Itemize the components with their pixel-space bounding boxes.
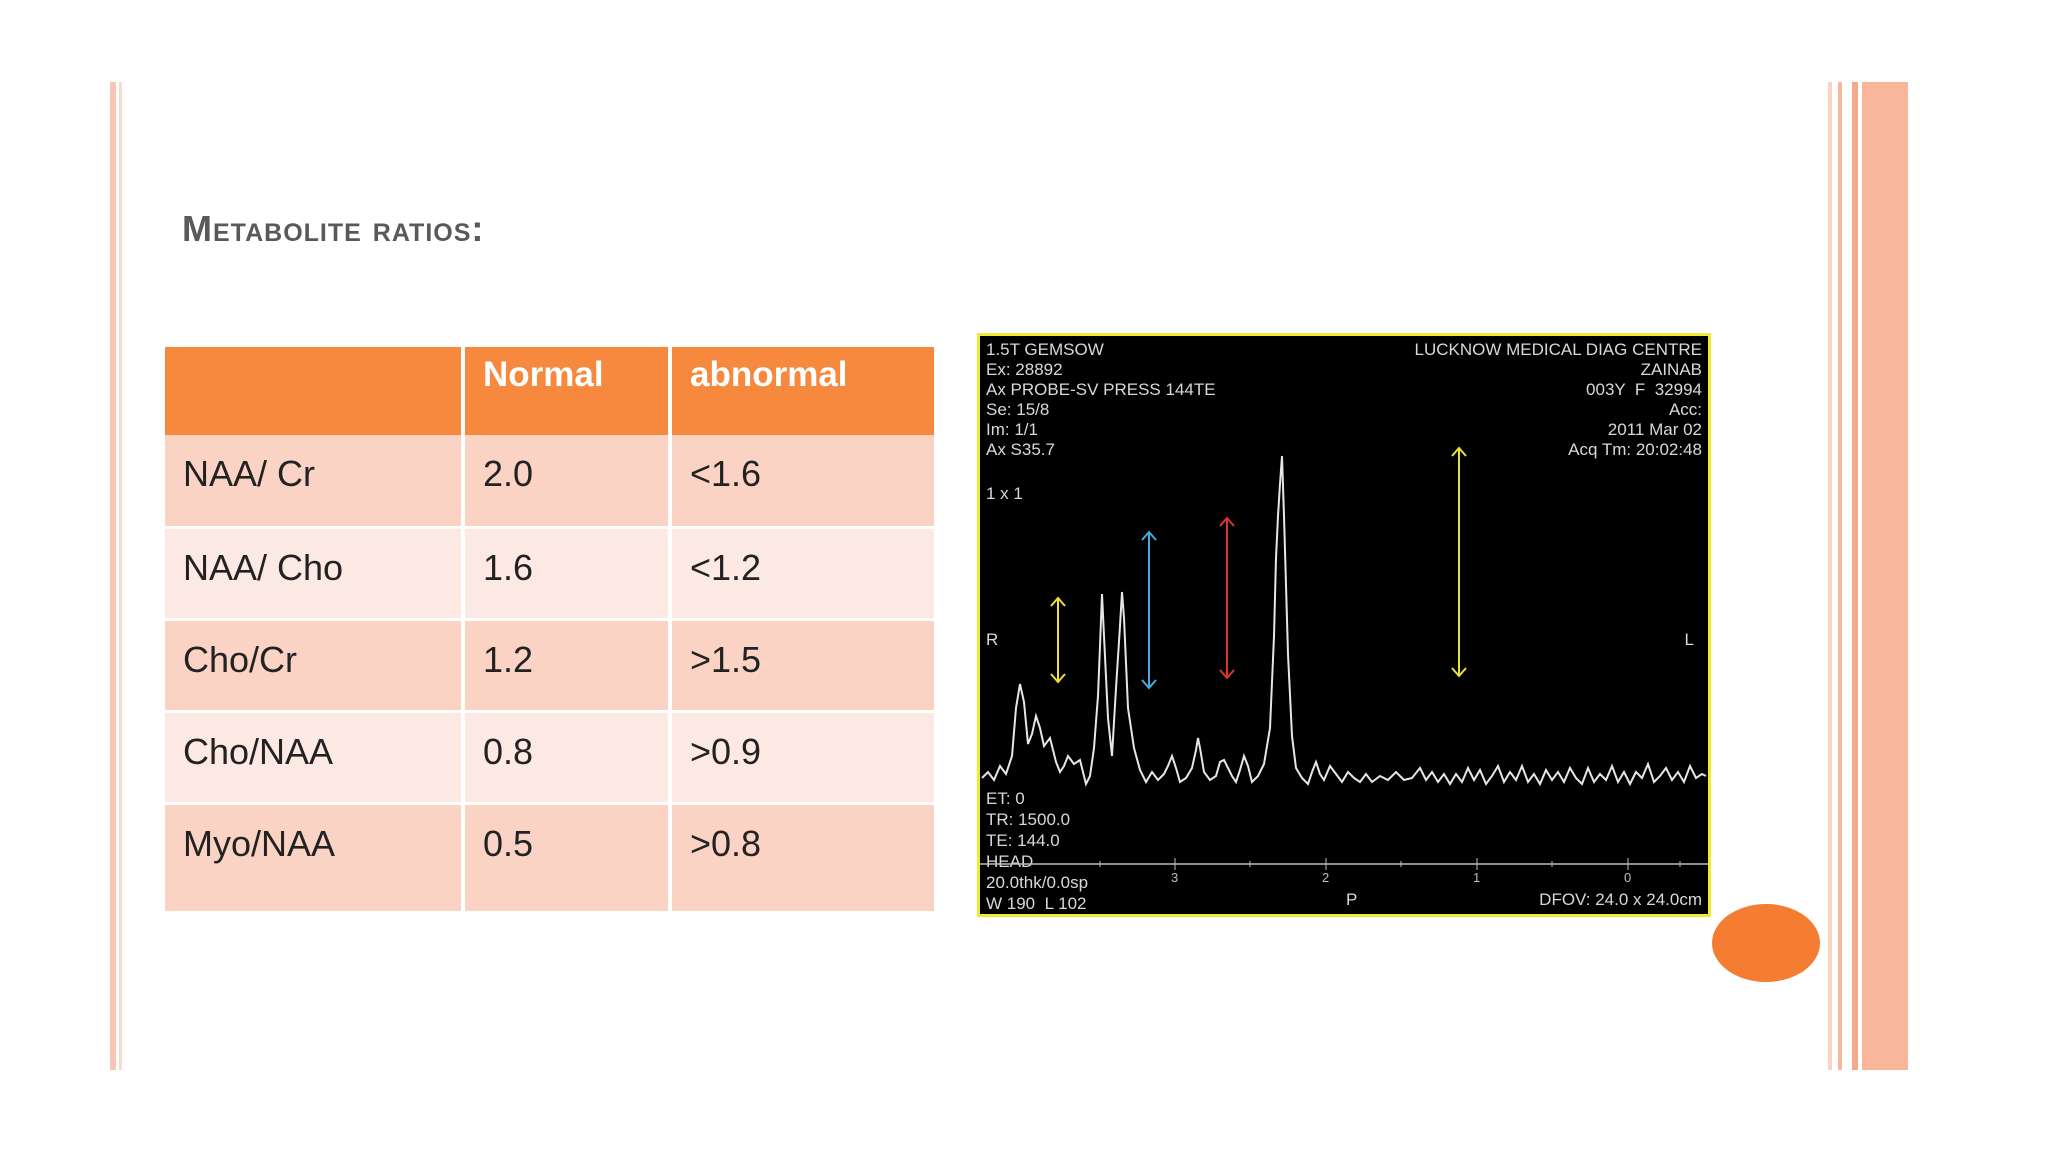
decorative-orange-circle — [1712, 904, 1820, 982]
scan-info-line: Acq Tm: 20:02:48 — [1568, 440, 1702, 459]
arrow-blue — [1141, 530, 1157, 690]
abnormal-value: <1.6 — [668, 435, 934, 527]
ppm-tick-label: 0 — [1624, 870, 1631, 885]
voxel-size-label: 1 x 1 — [986, 484, 1023, 503]
arrow-head — [1451, 446, 1467, 457]
arrow-yellow-small — [1050, 596, 1066, 684]
right-border-stripe-1 — [1828, 82, 1832, 1070]
ratio-name: NAA/ Cho — [165, 525, 463, 619]
abnormal-value: >0.8 — [668, 801, 934, 911]
scan-info-line: Im: 1/1 — [986, 420, 1038, 439]
table-header-normal: Normal — [461, 347, 670, 435]
left-side-marker: L — [1684, 630, 1694, 649]
normal-value: 0.5 — [461, 801, 670, 911]
field-of-view-label: DFOV: 24.0 x 24.0cm — [1539, 890, 1702, 909]
spectrum-trace — [981, 455, 1707, 787]
table-header-label — [165, 347, 463, 435]
scan-info-line: LUCKNOW MEDICAL DIAG CENTRE — [1414, 340, 1702, 359]
scan-info-line: TE: 144.0 — [986, 831, 1060, 850]
right-border-stripe-2 — [1838, 82, 1842, 1070]
scan-info-bottom-left: ET: 0 TR: 1500.0 TE: 144.0 HEAD 20.0thk/0.0s… — [986, 788, 1088, 914]
ppm-tick-label: 3 — [1171, 870, 1178, 885]
arrow-head — [1219, 516, 1235, 527]
metabolite-ratio-table: Normal abnormal NAA/ Cr 2.0 <1.6 NAA/ Ch… — [165, 347, 934, 911]
scan-info-top-right: LUCKNOW MEDICAL DIAG CENTRE ZAINAB 003Y F … — [1415, 340, 1702, 460]
scan-info-line: Ax S35.7 — [986, 440, 1055, 459]
scan-info-line: TR: 1500.0 — [986, 810, 1071, 829]
normal-value: 0.8 — [461, 709, 670, 803]
scan-info-line: 1.5T GEMSOW — [986, 340, 1104, 359]
ratio-name: Myo/NAA — [165, 801, 463, 911]
normal-value: 1.2 — [461, 617, 670, 711]
spectrum-plot: 3 2 1 0 — [980, 446, 1708, 885]
table-header-row: Normal abnormal — [165, 347, 934, 435]
abnormal-value: >0.9 — [668, 709, 934, 803]
left-border-stripe-inner — [119, 82, 122, 1070]
arrow-yellow-large — [1451, 446, 1467, 678]
ppm-ticks — [1099, 858, 1681, 870]
scan-info-line: 20.0thk/0.0sp — [986, 873, 1089, 892]
right-border-stripe-3 — [1852, 82, 1858, 1070]
normal-value: 1.6 — [461, 525, 670, 619]
table-header-abnormal: abnormal — [668, 347, 934, 435]
right-side-marker: R — [986, 630, 999, 649]
arrow-head — [1451, 667, 1467, 678]
left-border-stripe-outer — [110, 82, 116, 1070]
table-row: NAA/ Cr 2.0 <1.6 — [165, 435, 934, 527]
ppm-tick-label: 1 — [1473, 870, 1480, 885]
arrow-head — [1219, 669, 1235, 680]
arrow-red — [1219, 516, 1235, 680]
scan-info-line: HEAD — [986, 852, 1034, 871]
scan-info-line: 2011 Mar 02 — [1607, 420, 1702, 439]
scan-info-line: Ex: 28892 — [986, 360, 1063, 379]
ratio-name: Cho/NAA — [165, 709, 463, 803]
abnormal-value: <1.2 — [668, 525, 934, 619]
table-row: Cho/NAA 0.8 >0.9 — [165, 709, 934, 803]
ratio-name: NAA/ Cr — [165, 435, 463, 527]
scan-info-line: Ax PROBE-SV PRESS 144TE — [986, 380, 1216, 399]
ratio-name: Cho/Cr — [165, 617, 463, 711]
scan-info-line: W 190 L 102 — [986, 894, 1087, 913]
arrow-head — [1141, 530, 1157, 541]
slide-title: Metabolite ratios: — [182, 208, 485, 249]
right-border-stripe-4 — [1862, 82, 1908, 1070]
posterior-marker: P — [1346, 890, 1358, 909]
arrow-head — [1050, 596, 1066, 607]
scan-info-line: 003Y F 32994 — [1586, 380, 1702, 399]
ppm-tick-label: 2 — [1322, 870, 1329, 885]
table-row: Cho/Cr 1.2 >1.5 — [165, 617, 934, 711]
arrow-head — [1050, 673, 1066, 684]
arrow-head — [1141, 679, 1157, 690]
scan-info-line: Se: 15/8 — [986, 400, 1050, 419]
abnormal-value: >1.5 — [668, 617, 934, 711]
scan-info-line: Acc: — [1668, 400, 1702, 419]
table-row: Myo/NAA 0.5 >0.8 — [165, 801, 934, 911]
normal-value: 2.0 — [461, 435, 670, 527]
scan-info-line: ET: 0 — [986, 789, 1025, 808]
scan-info-line: ZAINAB — [1640, 360, 1702, 379]
table-row: NAA/ Cho 1.6 <1.2 — [165, 525, 934, 619]
scan-info-top-left: 1.5T GEMSOW Ex: 28892 Ax PROBE-SV PRESS 14… — [986, 340, 1216, 460]
mr-spectroscopy-image: 1.5T GEMSOW Ex: 28892 Ax PROBE-SV PRESS 14… — [977, 333, 1711, 917]
